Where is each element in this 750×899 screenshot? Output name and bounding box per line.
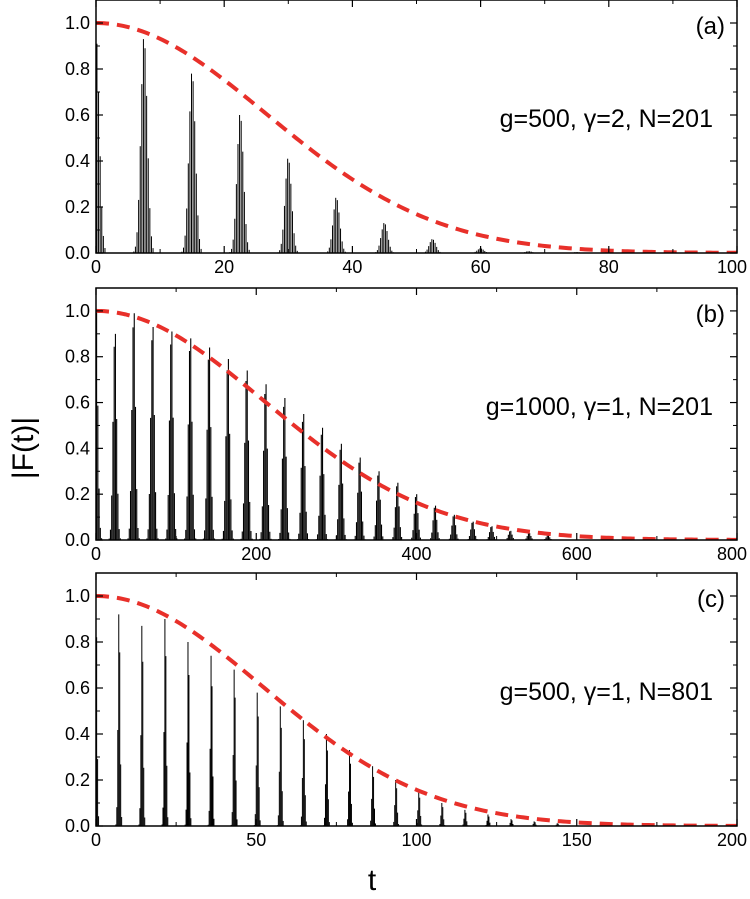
x-tick-label: 200 xyxy=(241,544,271,564)
x-tick-label: 100 xyxy=(717,257,747,277)
bar-series xyxy=(96,614,560,826)
x-tick-label: 600 xyxy=(562,544,592,564)
y-tick-label: 0.2 xyxy=(65,484,90,504)
x-tick-label: 40 xyxy=(342,257,362,277)
x-tick-label: 20 xyxy=(214,257,234,277)
panel-label: (a) xyxy=(696,13,725,40)
panel-c: 0.0 0.2 0.4 0.6 0.8 1.0 0 50 100 150 200 (c) g=500, … xyxy=(65,572,747,850)
panel-label: (c) xyxy=(697,586,725,613)
envelope-curve xyxy=(96,308,737,540)
x-tick-label: 400 xyxy=(401,544,431,564)
y-tick-label: 0.0 xyxy=(65,530,90,550)
panel-b: 0.0 0.2 0.4 0.6 0.8 1.0 0 200 400 600 800 (b) g=1000… xyxy=(65,287,747,564)
parameter-annotation: g=1000, γ=1, N=201 xyxy=(486,393,713,421)
x-tick-label: 60 xyxy=(471,257,491,277)
bar-series xyxy=(96,310,552,540)
panels-group: 0.0 0.2 0.4 0.6 0.8 1.0 0 20 40 60 80 100 (a) g=500, … xyxy=(65,0,747,850)
y-tick-label: 0.6 xyxy=(65,678,90,698)
y-tick-label: 0.4 xyxy=(65,151,90,171)
x-tick-label: 80 xyxy=(599,257,619,277)
y-tick-label: 0.6 xyxy=(65,105,90,125)
x-tick-label: 150 xyxy=(562,830,592,850)
panel-label: (b) xyxy=(696,301,725,328)
x-tick-label: 0 xyxy=(91,257,101,277)
x-tick-label: 800 xyxy=(717,544,747,564)
x-tick-label: 0 xyxy=(91,544,101,564)
y-tick-label: 0.2 xyxy=(65,770,90,790)
y-tick-label: 0.8 xyxy=(65,347,90,367)
y-tick-label: 0.8 xyxy=(65,632,90,652)
y-tick-label: 0.4 xyxy=(65,724,90,744)
parameter-annotation: g=500, γ=1, N=801 xyxy=(500,678,713,706)
y-tick-label: 1.0 xyxy=(65,13,90,33)
envelope-curve xyxy=(96,594,737,826)
x-tick-label: 0 xyxy=(91,830,101,850)
y-tick-label: 0.6 xyxy=(65,393,90,413)
y-tick-label: 0.4 xyxy=(65,438,90,458)
y-axis-title: |F(t)| xyxy=(7,417,40,479)
y-tick-label: 0.8 xyxy=(65,59,90,79)
y-tick-label: 0.0 xyxy=(65,243,90,263)
y-tick-label: 0.2 xyxy=(65,197,90,217)
x-tick-label: 200 xyxy=(717,830,747,850)
envelope-curve xyxy=(96,21,737,253)
bar-series xyxy=(96,39,580,253)
panel-a: 0.0 0.2 0.4 0.6 0.8 1.0 0 20 40 60 80 100 (a) g=500, … xyxy=(65,0,747,277)
x-tick-label: 100 xyxy=(401,830,431,850)
y-tick-label: 1.0 xyxy=(65,586,90,606)
y-tick-label: 1.0 xyxy=(65,301,90,321)
x-tick-label: 50 xyxy=(246,830,266,850)
parameter-annotation: g=500, γ=2, N=201 xyxy=(500,105,713,133)
x-axis-title: t xyxy=(368,864,377,897)
y-tick-label: 0.0 xyxy=(65,816,90,836)
